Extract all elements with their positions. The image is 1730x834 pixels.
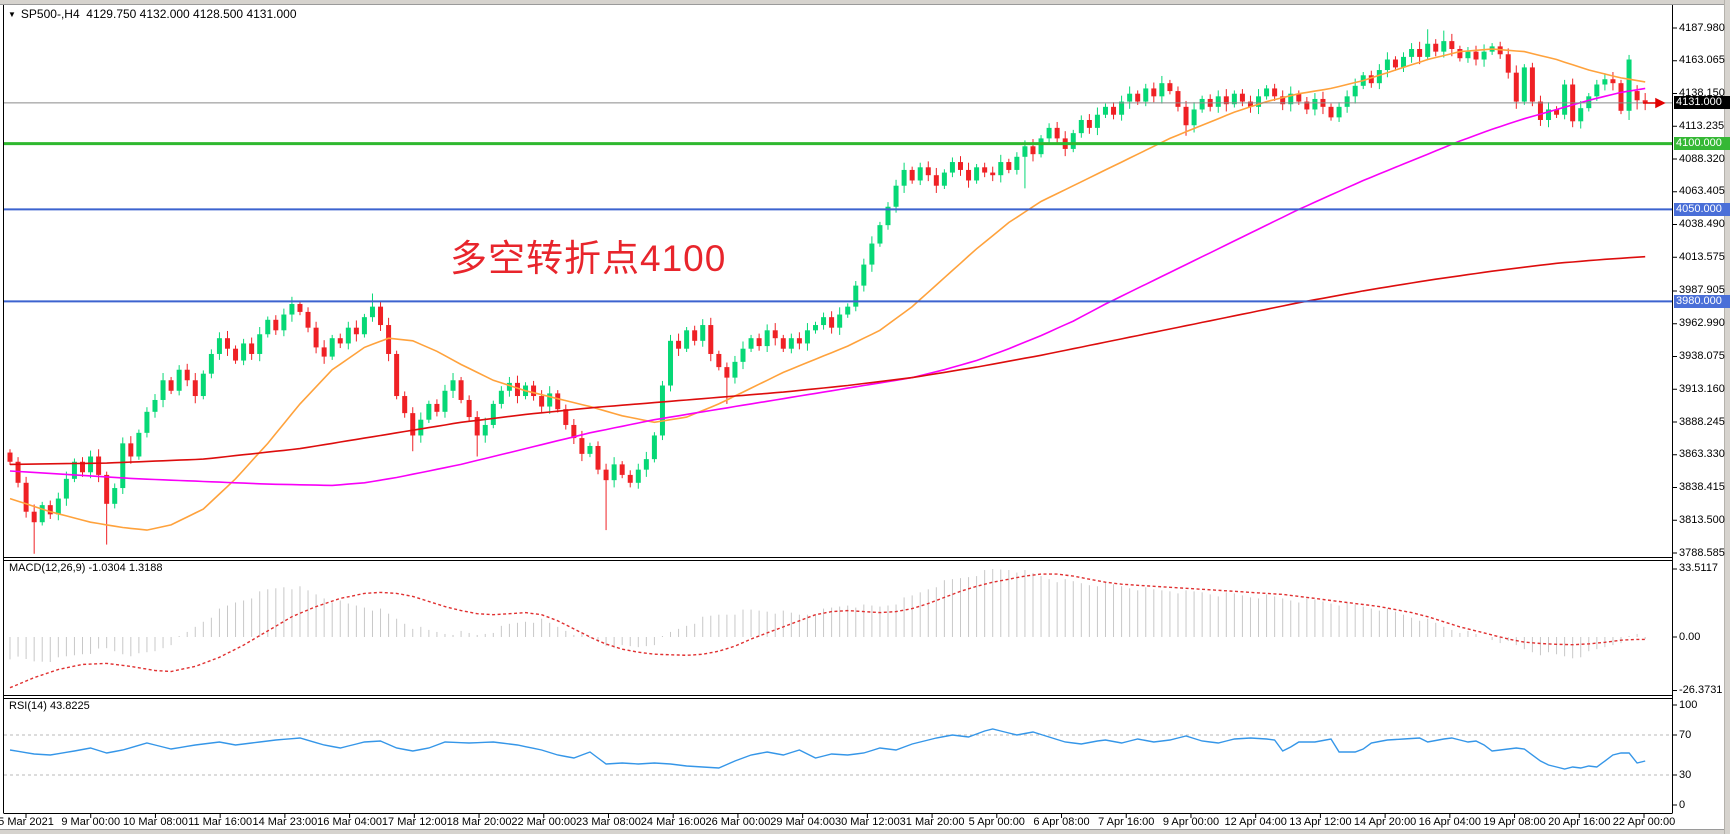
time-axis-label: 22 Mar 00:00: [511, 816, 577, 828]
rsi-line: [9, 728, 1646, 770]
price-axis-label: 3838.415: [1679, 481, 1725, 493]
fast-ma-orange: [9, 48, 1646, 531]
symbol-ohlc-text: SP500-,H4 4129.750 4132.000 4128.500 413…: [20, 7, 297, 21]
price-marker-3980.000[interactable]: 3980.000: [1674, 294, 1730, 308]
price-axis-label: 3888.245: [1679, 415, 1725, 428]
price-axis-label: 4088.320: [1679, 152, 1725, 165]
time-axis-label: 7 Apr 16:00: [1098, 816, 1155, 828]
price-axis-label: 4138.150: [1679, 87, 1725, 99]
macd-indicator-label: MACD(12,26,9) -1.0304 1.3188: [9, 562, 163, 574]
price-axis-label: 4038.490: [1679, 218, 1725, 230]
price-axis-label: 4163.065: [1679, 54, 1725, 67]
time-axis-label: 23 Mar 08:00: [576, 816, 641, 828]
price-axis-label: 4013.575: [1679, 250, 1725, 263]
window-top-edge: [0, 0, 1730, 5]
time-axis-label: 10 Mar 08:00: [123, 816, 188, 828]
time-axis-label: 29 Mar 04:00: [770, 816, 836, 828]
chart-title: ▼ SP500-,H4 4129.750 4132.000 4128.500 41…: [8, 7, 297, 21]
time-axis-label: 9 Apr 00:00: [1162, 816, 1220, 828]
time-axis-label: 19 Apr 08:00: [1483, 816, 1546, 828]
time-axis-label: 11 Mar 16:00: [188, 816, 253, 828]
time-axis-label: 22 Apr 00:00: [1612, 816, 1676, 828]
time-axis-label: 16 Apr 04:00: [1418, 816, 1482, 828]
macd-axis-label: 0.00: [1679, 630, 1701, 643]
time-axis-label: 20 Apr 16:00: [1548, 816, 1611, 828]
price-axis-label: 3813.500: [1679, 513, 1725, 526]
price-marker-4131.000[interactable]: 4131.000: [1674, 96, 1730, 110]
rsi-axis-label: 70: [1679, 728, 1692, 741]
macd-axis-label: 33.5117: [1679, 562, 1718, 575]
price-axis-label: 3987.905: [1679, 284, 1725, 297]
time-axis-label: 6 Apr 08:00: [1033, 816, 1090, 828]
time-axis-label: 17 Mar 12:00: [381, 816, 447, 828]
rsi-axis-label: 100: [1679, 698, 1698, 711]
time-axis-label: 18 Mar 20:00: [446, 816, 512, 828]
price-axis-label: 3863.330: [1679, 448, 1725, 461]
medium-ma-magenta: [9, 87, 1646, 487]
time-axis-label: 31 Mar 20:00: [899, 816, 965, 828]
price-axis-label: 3938.075: [1679, 350, 1725, 362]
macd-signal-line: [9, 573, 1646, 689]
time-axis-label: 5 Mar 2021: [0, 816, 54, 828]
price-marker-4050.000[interactable]: 4050.000: [1674, 202, 1730, 216]
last-price-arrow-icon: [1643, 97, 1666, 109]
price-marker-4100.000[interactable]: 4100.000: [1674, 137, 1730, 151]
window-right-edge: [1724, 0, 1730, 834]
price-axis-label: 4113.235: [1679, 119, 1725, 132]
time-axis-label: 5 Apr 00:00: [968, 816, 1025, 828]
time-axis-label: 24 Mar 16:00: [640, 816, 706, 828]
macd-histogram: [9, 569, 1646, 663]
macd-axis-label: -26.3731: [1679, 684, 1723, 697]
price-axis-label: 3788.585: [1679, 546, 1725, 559]
rsi-axis-label: 30: [1679, 768, 1692, 781]
price-axis-label: 4187.980: [1679, 21, 1725, 34]
price-axis-label: 3913.160: [1679, 382, 1725, 395]
symbol-dropdown-icon[interactable]: ▼: [8, 10, 16, 19]
time-axis-label: 9 Mar 00:00: [61, 816, 121, 828]
slow-ma-red: [9, 255, 1646, 466]
price-axis-label: 4063.405: [1679, 185, 1725, 198]
time-axis-label: 12 Apr 04:00: [1224, 816, 1287, 828]
time-axis-label: 26 Mar 00:00: [705, 816, 771, 828]
time-axis-label: 14 Mar 23:00: [252, 816, 318, 828]
window-bottom-edge: [0, 829, 1730, 834]
rsi-axis-label: 0: [1679, 798, 1686, 811]
rsi-indicator-label: RSI(14) 43.8225: [9, 700, 90, 712]
time-axis-label: 30 Mar 12:00: [834, 816, 900, 828]
price-axis-label: 3962.990: [1679, 317, 1725, 330]
chart-text-annotation: 多空转折点4100: [450, 238, 727, 279]
time-axis-label: 14 Apr 20:00: [1353, 816, 1417, 828]
time-axis-label: 13 Apr 12:00: [1289, 816, 1352, 828]
candlestick-series: [7, 29, 1648, 554]
time-axis-label: 16 Mar 04:00: [317, 816, 383, 828]
